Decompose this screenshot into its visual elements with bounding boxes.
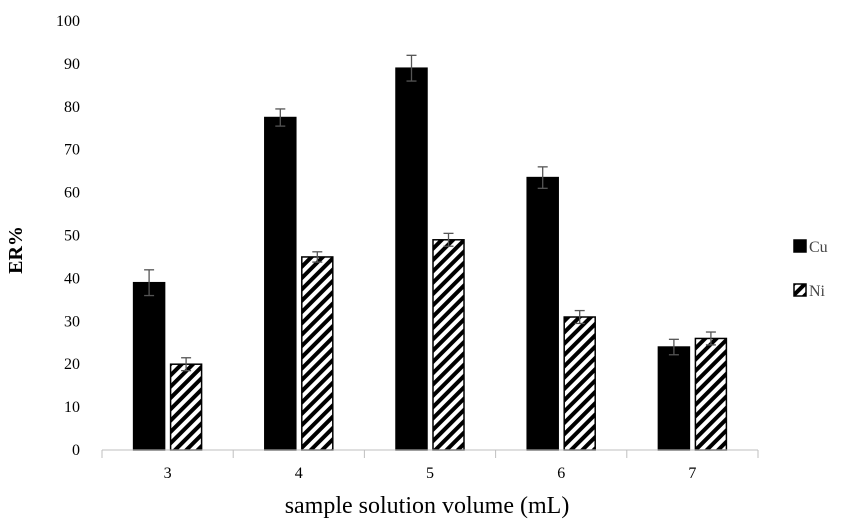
bar-ni: [169, 363, 203, 451]
y-tick-label: 70: [64, 142, 80, 159]
y-tick-label: 30: [64, 313, 80, 330]
bar-cu: [264, 116, 297, 451]
y-tick-label: 60: [64, 185, 80, 202]
legend-label: Cu: [809, 239, 828, 256]
x-tick-label: 4: [295, 465, 303, 482]
bar-ni: [563, 316, 596, 451]
y-tick-label: 100: [56, 13, 80, 30]
y-tick-label: 50: [64, 228, 80, 245]
bar-cu: [657, 346, 691, 451]
x-tick-label: 6: [557, 465, 565, 482]
bar-cu: [526, 176, 559, 451]
x-tick-label: 3: [164, 465, 172, 482]
y-tick-label: 40: [64, 270, 80, 287]
y-tick-label: 0: [72, 442, 80, 459]
y-tick-label: 90: [64, 56, 80, 73]
bar-ni: [301, 256, 334, 451]
bar-ni: [432, 239, 465, 451]
x-tick-label: 7: [688, 465, 696, 482]
y-tick-label: 20: [64, 356, 80, 373]
y-tick-label: 10: [64, 399, 80, 416]
legend-swatch-ni: [793, 283, 807, 297]
legend-label: Ni: [809, 283, 826, 300]
bar-cu: [132, 281, 166, 451]
bar-cu: [395, 67, 428, 451]
legend-swatch-cu: [793, 239, 807, 253]
y-axis-title: ER%: [5, 226, 27, 274]
x-axis-title: sample solution volume (mL): [285, 493, 570, 519]
bar-ni: [694, 337, 728, 451]
x-tick-label: 5: [426, 465, 434, 482]
y-tick-label: 80: [64, 99, 80, 116]
